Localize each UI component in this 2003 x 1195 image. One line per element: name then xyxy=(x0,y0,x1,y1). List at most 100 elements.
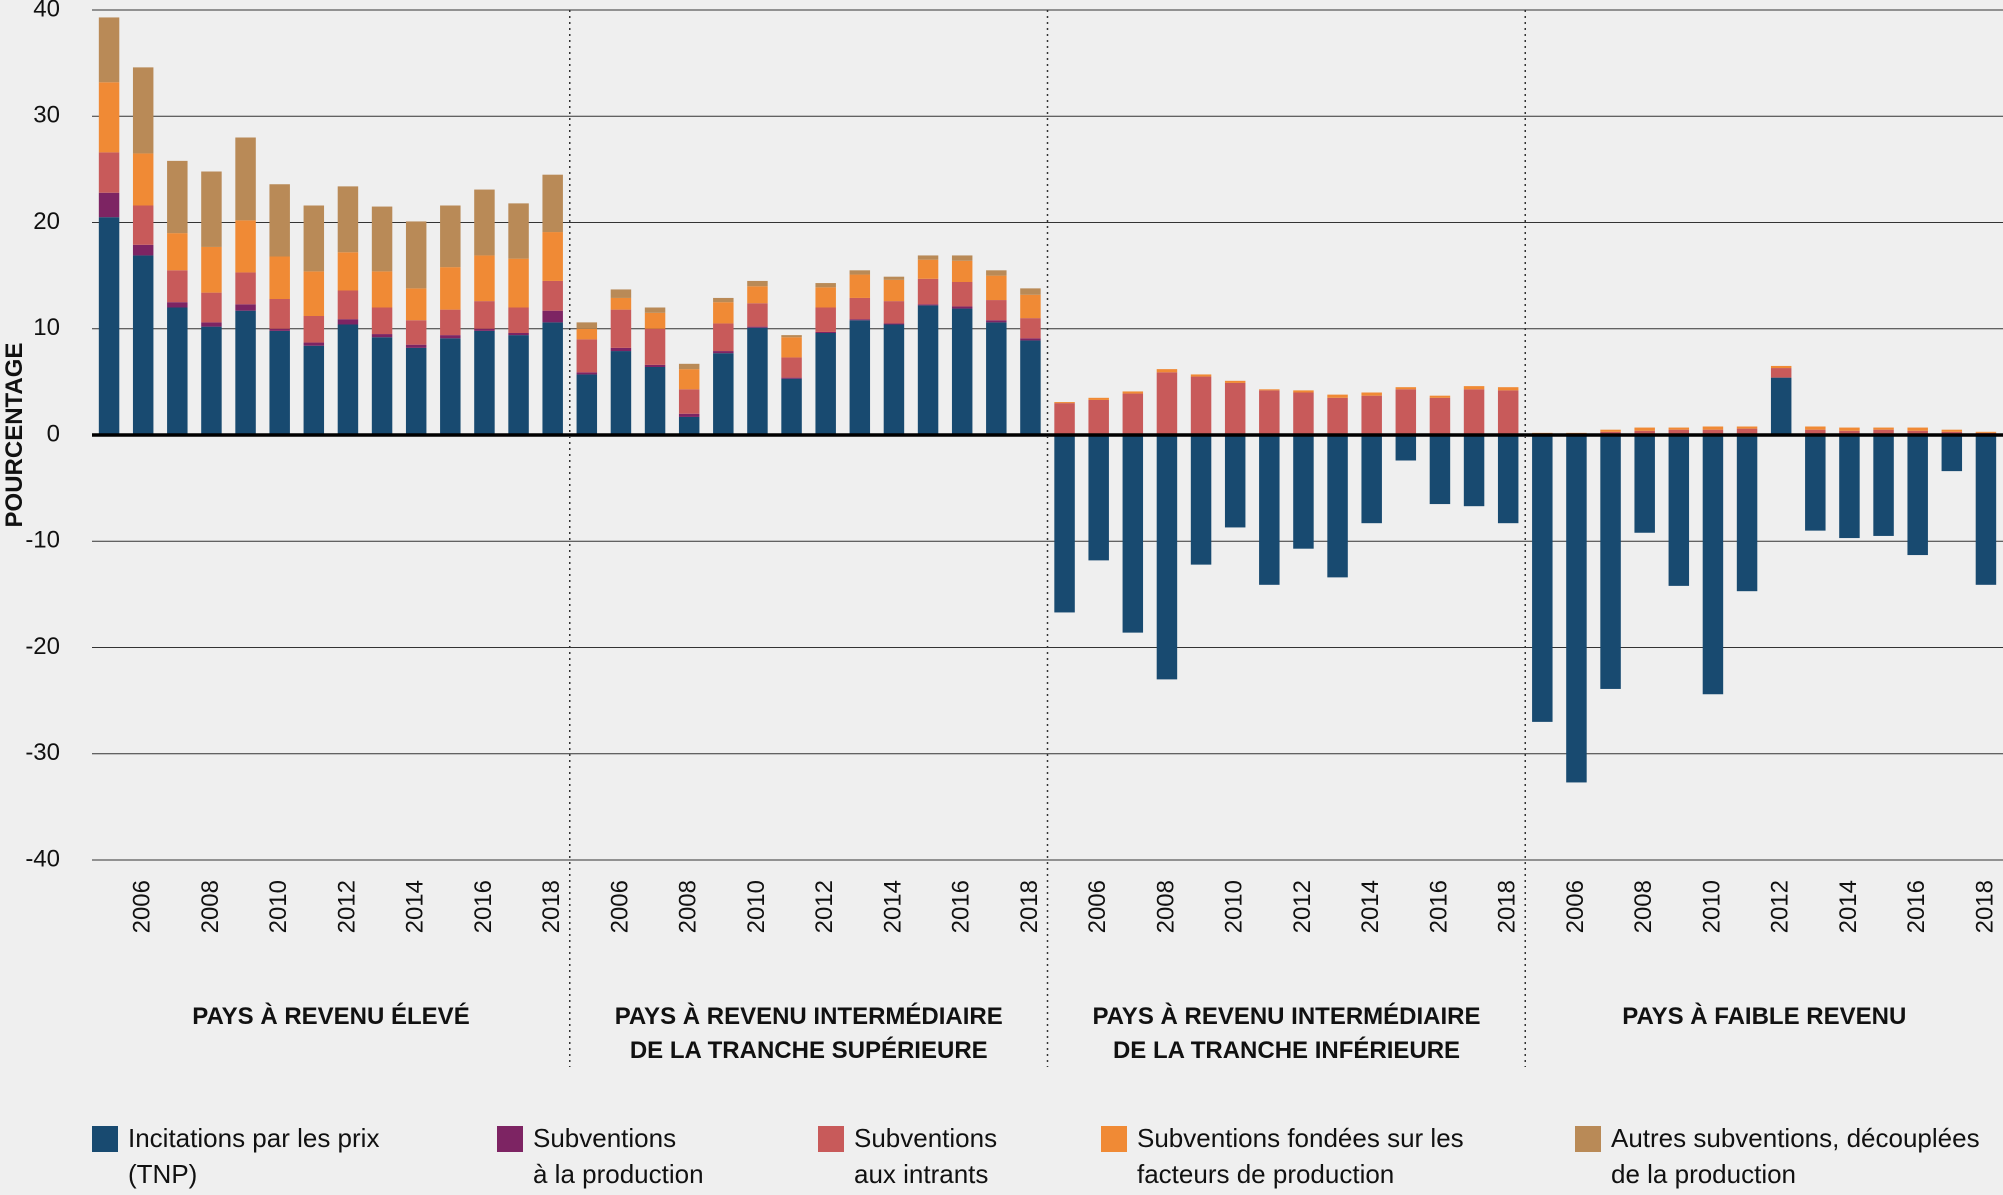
bar xyxy=(371,337,393,435)
bar xyxy=(1190,374,1212,377)
bar xyxy=(440,338,461,435)
y-tick-label: -20 xyxy=(25,633,60,660)
bar xyxy=(713,297,734,303)
y-tick-label: -40 xyxy=(25,845,60,872)
bar xyxy=(1429,435,1451,505)
bar xyxy=(371,206,393,272)
bar xyxy=(371,271,393,308)
bar xyxy=(815,287,836,308)
bar xyxy=(405,288,427,321)
bar xyxy=(1839,435,1860,539)
bar xyxy=(132,244,154,256)
bar xyxy=(576,374,598,435)
bar xyxy=(781,357,802,378)
bar xyxy=(644,328,666,365)
bar xyxy=(1429,397,1451,434)
bar xyxy=(201,171,222,247)
bar xyxy=(986,275,1007,301)
bar xyxy=(1805,426,1826,430)
bar xyxy=(508,203,529,259)
bar xyxy=(1736,435,1758,592)
bar xyxy=(303,271,325,316)
bar xyxy=(508,333,529,336)
legend-swatch xyxy=(1575,1126,1601,1152)
bar xyxy=(781,377,802,379)
bar xyxy=(883,324,905,435)
bar xyxy=(1497,390,1519,434)
x-tick-label: 2008 xyxy=(1630,880,1657,933)
bar xyxy=(1634,430,1655,435)
x-tick-label: 2006 xyxy=(1562,880,1589,933)
y-tick-label: 0 xyxy=(47,420,60,447)
bar xyxy=(405,344,427,348)
legend-swatch xyxy=(1101,1126,1127,1152)
bar xyxy=(849,297,871,320)
legend-label: Incitations par les prix (TNP) xyxy=(128,1123,380,1189)
legend-label: Subventions fondées sur les facteurs de … xyxy=(1137,1123,1464,1189)
bar xyxy=(98,192,120,218)
x-tick-label: 2008 xyxy=(675,880,702,933)
bar xyxy=(201,322,222,327)
bar xyxy=(1736,428,1758,435)
bar xyxy=(1020,340,1041,435)
bar xyxy=(337,252,359,291)
bar xyxy=(303,342,325,346)
group-label: PAYS À FAIBLE REVENU xyxy=(1622,1003,1907,1030)
bar xyxy=(303,316,325,343)
bar xyxy=(1463,435,1485,507)
bar xyxy=(1668,429,1690,435)
bar xyxy=(610,309,632,348)
x-tick-label: 2018 xyxy=(1971,880,1998,933)
y-tick-label: 40 xyxy=(33,0,60,22)
bar xyxy=(1600,435,1621,689)
bar xyxy=(883,323,905,325)
bar xyxy=(1224,380,1246,383)
bar xyxy=(610,347,632,352)
bar xyxy=(1702,435,1724,695)
bar xyxy=(405,347,427,435)
bar xyxy=(917,305,939,435)
bar xyxy=(883,279,905,302)
bar xyxy=(815,333,836,435)
bar xyxy=(269,328,290,331)
bar xyxy=(132,255,154,435)
bar xyxy=(917,259,939,279)
x-tick-label: 2012 xyxy=(1289,880,1316,933)
bar xyxy=(269,256,290,299)
y-tick-label: 30 xyxy=(33,102,60,129)
x-tick-label: 2008 xyxy=(1152,880,1179,933)
bar xyxy=(235,272,256,305)
bar xyxy=(1702,429,1724,435)
bar xyxy=(1600,429,1621,432)
x-tick-label: 2016 xyxy=(1903,880,1930,933)
bar xyxy=(1190,435,1212,565)
bar xyxy=(167,270,188,303)
bar xyxy=(986,320,1007,323)
x-tick-label: 2010 xyxy=(265,880,292,933)
bar xyxy=(610,351,632,435)
bar xyxy=(1497,387,1519,391)
bar xyxy=(644,367,666,435)
bar xyxy=(1122,435,1144,633)
x-tick-label: 2016 xyxy=(948,880,975,933)
bar xyxy=(201,326,222,435)
bar xyxy=(235,304,256,311)
bar xyxy=(508,258,529,308)
bar xyxy=(781,337,802,358)
bar xyxy=(1907,427,1928,431)
bar xyxy=(235,220,256,273)
bar xyxy=(1361,395,1382,434)
bar xyxy=(405,221,427,289)
bar xyxy=(1873,427,1894,430)
bar xyxy=(542,280,563,311)
bar xyxy=(508,307,529,333)
bar xyxy=(1122,391,1144,394)
bar xyxy=(1088,397,1109,400)
x-tick-label: 2018 xyxy=(1016,880,1043,933)
bar xyxy=(1327,435,1348,578)
bar xyxy=(1907,435,1928,556)
bar xyxy=(1293,392,1314,434)
bar xyxy=(1259,389,1280,391)
x-tick-label: 2008 xyxy=(197,880,224,933)
group-label: PAYS À REVENU INTERMÉDIAIRE DE LA TRANCH… xyxy=(614,1003,1003,1064)
